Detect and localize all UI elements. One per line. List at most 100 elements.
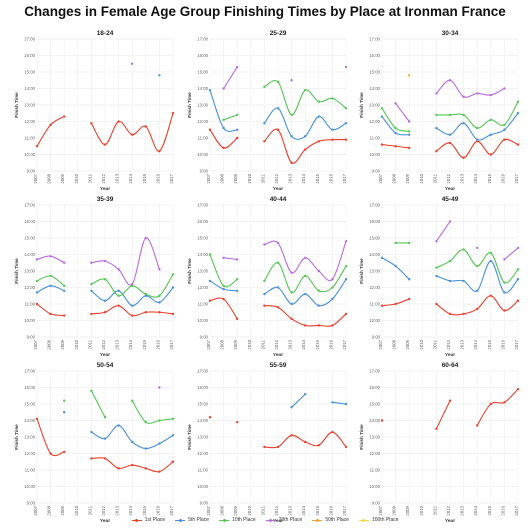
y-tick-label: 11:00 (370, 136, 381, 141)
data-point-5th-place (131, 304, 134, 307)
data-point-1st-place (516, 299, 520, 302)
data-point-20th-place (462, 95, 465, 98)
y-tick-label: 10:00 (24, 484, 35, 489)
data-point-1st-place (131, 133, 134, 136)
data-point-10th-place (516, 268, 520, 271)
series-line-20th-place (90, 237, 160, 286)
data-point-1st-place (171, 312, 175, 316)
data-point-10th-place (290, 113, 293, 117)
data-point-20th-place (276, 241, 280, 245)
data-point-1st-place (489, 402, 492, 406)
data-point-1st-place (380, 304, 384, 307)
data-point-5th-place (131, 440, 134, 444)
x-tick-label: 2007 (378, 173, 383, 183)
data-point-20th-place (317, 269, 320, 273)
data-point-1st-place (476, 307, 479, 311)
data-point-1st-place (448, 312, 452, 316)
data-point-10th-place (158, 419, 161, 422)
data-point-20th-place (290, 271, 293, 274)
x-tick-label: 2010 (419, 339, 424, 349)
series-line-20th-place (435, 220, 451, 242)
data-point-10th-place (435, 113, 438, 117)
x-axis-label: Year (273, 518, 283, 524)
x-tick-label: 2011 (432, 505, 437, 515)
data-point-20th-place (117, 268, 120, 271)
x-tick-label: 2012 (446, 339, 451, 349)
y-axis-label: Finish Time (187, 92, 192, 118)
y-axis-label: Finish Time (187, 258, 192, 284)
x-tick-label: 2008 (47, 173, 52, 183)
data-point-10th-place (408, 241, 411, 245)
y-tick-label: 13:00 (24, 269, 35, 274)
data-point-1st-place (503, 309, 506, 312)
data-point-10th-place (171, 273, 175, 276)
x-tick-label: 2007 (33, 505, 38, 515)
y-tick-label: 13:00 (369, 269, 380, 274)
x-tick-label: 2013 (115, 339, 120, 349)
data-point-1st-place (222, 146, 225, 150)
panel-title: 60-64 (442, 362, 459, 369)
data-point-10th-place (144, 420, 147, 424)
data-point-1st-place (317, 140, 320, 143)
data-point-1st-place (144, 467, 147, 470)
x-tick-label: 2016 (328, 505, 333, 515)
data-point-1st-place (408, 297, 411, 301)
data-point-1st-place (276, 306, 280, 309)
y-tick-label: 12:00 (24, 285, 35, 290)
y-tick-label: 14:00 (24, 252, 35, 257)
x-tick-label: 2013 (115, 173, 120, 183)
data-point-10th-place (90, 283, 93, 286)
x-tick-label: 2013 (288, 505, 293, 515)
x-tick-label: 2007 (206, 505, 211, 515)
x-tick-label: 2014 (128, 173, 133, 183)
data-point-5th-place (144, 294, 147, 297)
data-point-1st-place (394, 145, 397, 148)
data-point-10th-place (331, 286, 334, 289)
x-tick-label: 2008 (220, 339, 225, 349)
data-point-5th-place (171, 286, 175, 289)
x-tick-label: 2011 (87, 505, 92, 515)
series-line-20th-place (223, 66, 238, 90)
y-tick-label: 16:00 (24, 53, 35, 58)
data-point-5th-place (222, 126, 225, 130)
x-tick-label: 2015 (142, 505, 147, 515)
data-point-20th-place (158, 386, 161, 389)
data-point-10th-place (503, 281, 506, 284)
data-point-1st-place (35, 302, 39, 306)
panel-30-34: 30-34 9:00 10:00 11:00 12:00 13:00 14:00 15:00 1… (359, 30, 520, 192)
x-tick-label: 2012 (274, 505, 279, 515)
data-point-1st-place (503, 401, 506, 404)
data-point-5th-place (344, 402, 348, 406)
panel-title: 50-54 (97, 362, 114, 369)
data-point-20th-place (435, 240, 438, 243)
data-point-1st-place (476, 424, 479, 427)
x-tick-label: 2013 (288, 173, 293, 183)
x-tick-label: 2009 (233, 173, 238, 183)
y-tick-label: 12:00 (24, 119, 35, 124)
legend-item: 10th Place (219, 517, 256, 523)
x-tick-label: 2015 (487, 173, 492, 183)
y-tick-label: 10:00 (197, 484, 208, 489)
data-point-20th-place (222, 87, 225, 90)
x-tick-label: 2010 (74, 339, 79, 349)
x-tick-label: 2013 (460, 505, 465, 515)
panel-45-49: 45-49 9:00 10:00 11:00 12:00 13:00 14:00 15:00 1… (359, 196, 520, 358)
data-point-1st-place (35, 145, 39, 148)
data-point-5th-place (503, 128, 506, 131)
y-tick-label: 17:00 (24, 369, 35, 374)
y-axis-label: Finish Time (187, 424, 192, 450)
data-point-20th-place (476, 246, 479, 250)
x-tick-label: 2009 (405, 173, 410, 183)
y-tick-label: 9:00 (200, 335, 209, 340)
y-tick-label: 11:00 (198, 136, 209, 141)
data-point-1st-place (90, 121, 93, 125)
x-axis-label: Year (445, 352, 455, 358)
data-point-20th-place (144, 236, 147, 240)
data-point-1st-place (236, 420, 239, 424)
y-tick-label: 12:00 (369, 285, 380, 290)
data-point-5th-place (503, 291, 506, 294)
x-tick-label: 2008 (220, 505, 225, 515)
data-point-20th-place (503, 87, 506, 90)
x-tick-label: 2014 (473, 339, 478, 349)
